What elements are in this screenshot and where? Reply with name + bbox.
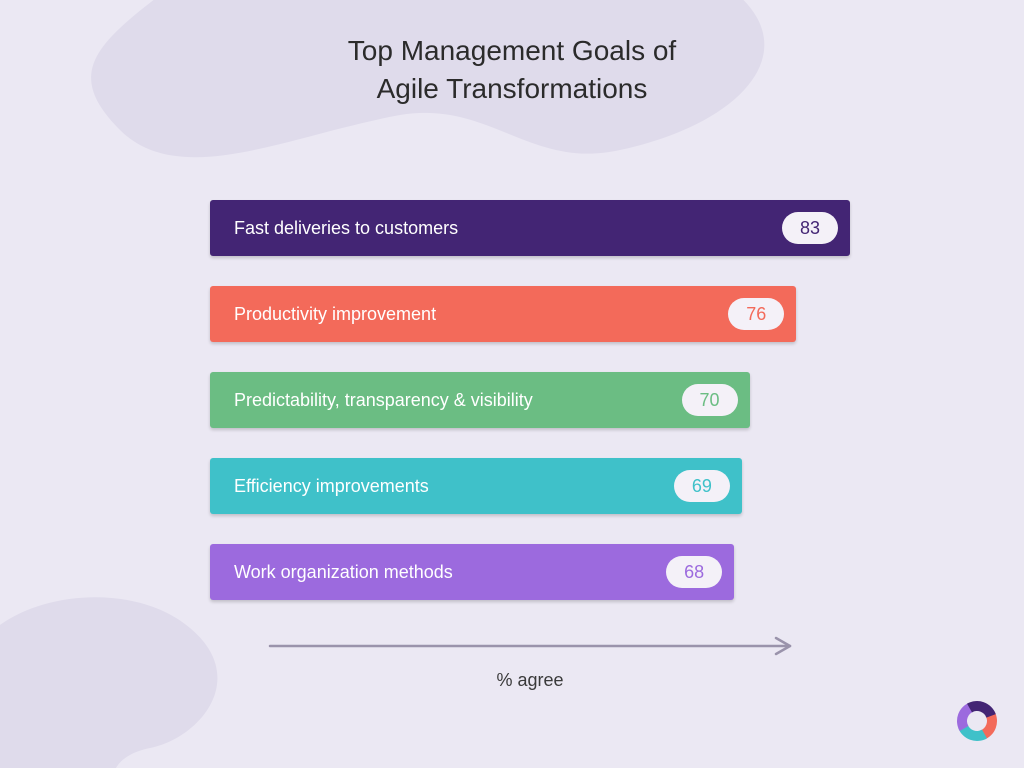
- bar-label: Predictability, transparency & visibilit…: [234, 390, 533, 411]
- bar-value-badge: 69: [674, 470, 730, 502]
- bar-label: Productivity improvement: [234, 304, 436, 325]
- bar-value-badge: 70: [682, 384, 738, 416]
- bar-value-badge: 76: [728, 298, 784, 330]
- axis-label: % agree: [210, 670, 850, 691]
- bar-label: Efficiency improvements: [234, 476, 429, 497]
- bar-row: Efficiency improvements 69: [210, 458, 742, 514]
- chart-title: Top Management Goals of Agile Transforma…: [0, 32, 1024, 108]
- bar-value-badge: 83: [782, 212, 838, 244]
- bar-row: Productivity improvement 76: [210, 286, 796, 342]
- bar-row: Work organization methods 68: [210, 544, 734, 600]
- bar-chart: Fast deliveries to customers 83 Productivi…: [210, 200, 850, 630]
- bar-label: Work organization methods: [234, 562, 453, 583]
- x-axis: % agree: [210, 636, 850, 691]
- bar-label: Fast deliveries to customers: [234, 218, 458, 239]
- axis-arrow: [210, 636, 850, 656]
- brand-logo-icon: [954, 698, 1000, 744]
- bar-row: Predictability, transparency & visibilit…: [210, 372, 750, 428]
- bar-row: Fast deliveries to customers 83: [210, 200, 850, 256]
- infographic-canvas: Top Management Goals of Agile Transforma…: [0, 0, 1024, 768]
- bar-value-badge: 68: [666, 556, 722, 588]
